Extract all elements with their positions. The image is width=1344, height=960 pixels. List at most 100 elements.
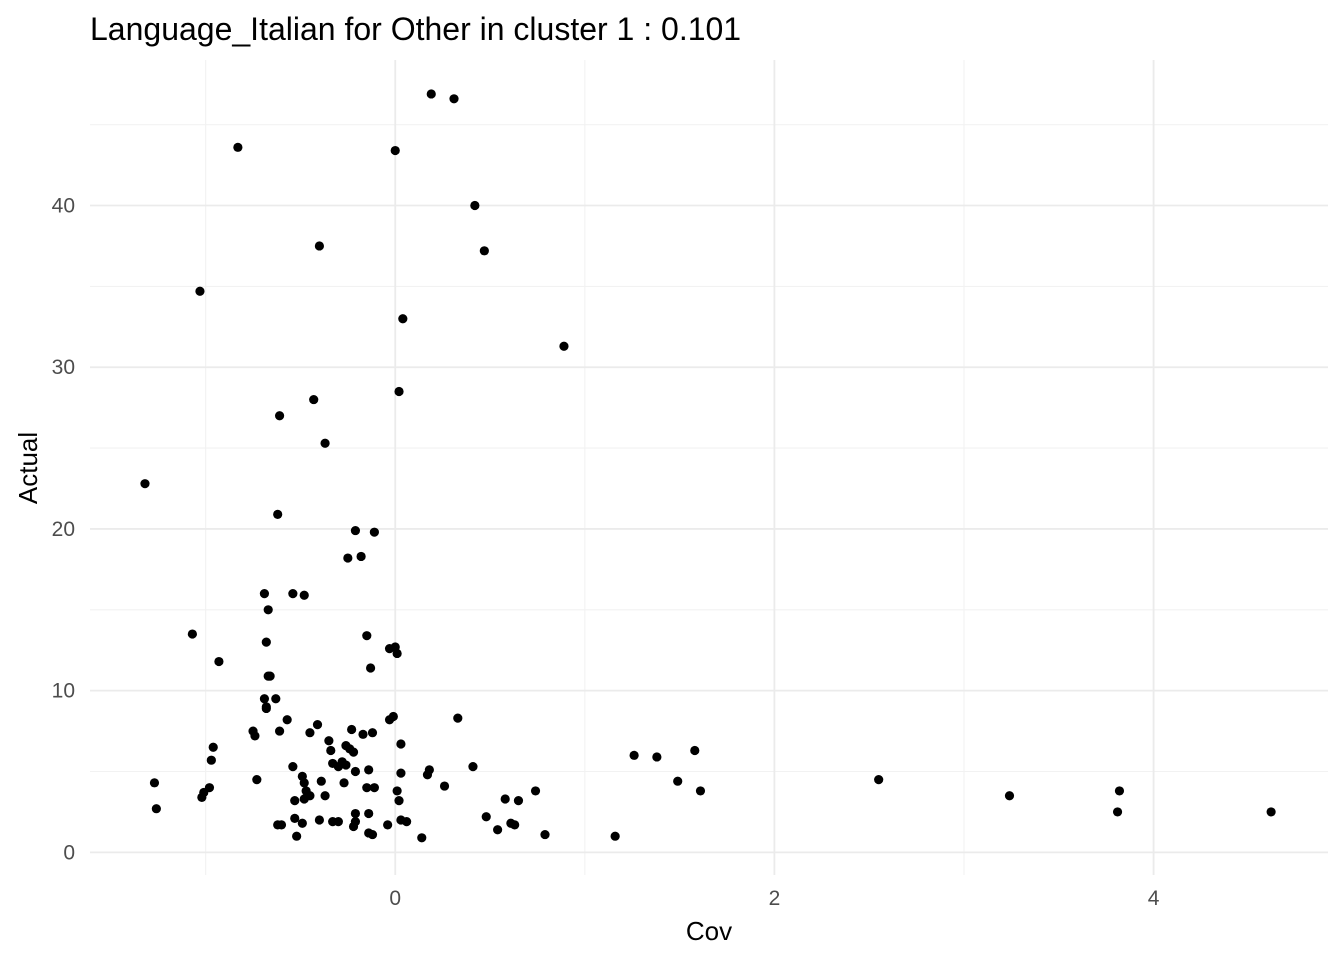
data-point: [273, 509, 283, 519]
data-point: [470, 200, 480, 211]
data-point: [392, 786, 402, 796]
data-point: [214, 656, 224, 667]
data-point: [299, 778, 309, 788]
data-point: [274, 726, 285, 736]
y-axis-tick-labels: 0 10 20 30 40: [52, 195, 75, 865]
data-point: [151, 804, 161, 814]
data-point: [187, 629, 197, 639]
data-point: [263, 671, 273, 681]
data-point: [261, 637, 271, 647]
major-gridlines: [90, 60, 1328, 875]
data-point: [673, 776, 683, 786]
data-point: [288, 762, 298, 772]
data-point: [206, 755, 216, 765]
data-point: [320, 438, 330, 448]
y-tick-label: 30: [52, 356, 75, 379]
data-point: [259, 589, 270, 599]
data-point: [358, 729, 368, 739]
y-tick-label: 40: [52, 195, 75, 218]
data-point: [439, 781, 450, 791]
data-point: [197, 792, 207, 802]
data-point: [271, 694, 281, 704]
data-point: [320, 791, 330, 801]
data-point: [314, 241, 324, 251]
data-point: [1112, 807, 1123, 817]
data-point: [149, 778, 160, 788]
data-point: [250, 731, 260, 741]
data-point: [259, 694, 270, 704]
chart-title: Language_Italian for Other in cluster 1 …: [90, 11, 741, 47]
data-point: [365, 663, 376, 673]
data-point: [559, 341, 569, 351]
data-point: [333, 762, 343, 772]
data-point: [208, 742, 218, 752]
data-point: [312, 720, 323, 730]
data-point: [513, 796, 524, 806]
data-point: [610, 831, 620, 841]
data-point: [290, 813, 300, 824]
data-point: [383, 820, 393, 830]
data-point: [140, 479, 150, 489]
data-point: [652, 752, 662, 762]
data-point: [339, 778, 349, 788]
data-point: [348, 821, 359, 832]
data-point: [350, 808, 361, 819]
data-point: [481, 812, 491, 822]
data-point: [426, 89, 436, 99]
data-point: [449, 94, 459, 104]
data-point: [347, 724, 357, 735]
data-point: [392, 648, 402, 659]
data-point: [390, 145, 400, 156]
data-point: [367, 829, 378, 840]
data-point: [252, 774, 262, 785]
y-tick-label: 10: [52, 680, 75, 703]
data-point: [500, 794, 510, 804]
data-point: [493, 825, 503, 835]
data-point: [356, 551, 366, 562]
data-points: [140, 89, 1276, 843]
data-point: [417, 833, 427, 843]
data-point: [695, 786, 706, 796]
data-point: [1266, 807, 1276, 817]
data-point: [530, 786, 541, 796]
data-point: [384, 715, 395, 725]
y-tick-label: 20: [52, 518, 75, 541]
x-tick-label: 4: [1148, 887, 1160, 910]
data-point: [364, 808, 374, 819]
data-point: [288, 589, 298, 599]
data-point: [316, 776, 326, 786]
data-point: [629, 750, 639, 760]
data-point: [350, 525, 361, 536]
data-point: [874, 774, 884, 785]
data-point: [394, 796, 404, 806]
data-point: [299, 794, 309, 804]
data-point: [333, 817, 343, 827]
data-point: [305, 728, 315, 738]
data-point: [261, 703, 271, 714]
data-point: [369, 527, 379, 537]
data-point: [1114, 786, 1125, 796]
x-tick-label: 0: [389, 887, 401, 910]
data-point: [348, 747, 359, 757]
data-point: [195, 286, 205, 296]
data-point: [453, 713, 463, 723]
data-point: [364, 765, 374, 775]
data-point: [274, 411, 285, 421]
y-tick-label: 0: [63, 841, 75, 864]
data-point: [362, 631, 372, 641]
data-point: [394, 386, 404, 397]
data-point: [468, 762, 478, 772]
x-tick-label: 2: [769, 887, 781, 910]
x-axis-title: Cov: [686, 916, 732, 946]
data-point: [263, 605, 273, 615]
data-point: [324, 736, 334, 746]
data-point: [314, 815, 324, 825]
data-point: [282, 715, 292, 725]
data-point: [309, 394, 319, 405]
data-point: [690, 745, 700, 756]
data-point: [233, 142, 243, 152]
data-point: [276, 820, 287, 830]
data-point: [422, 770, 433, 780]
data-point: [341, 760, 351, 770]
